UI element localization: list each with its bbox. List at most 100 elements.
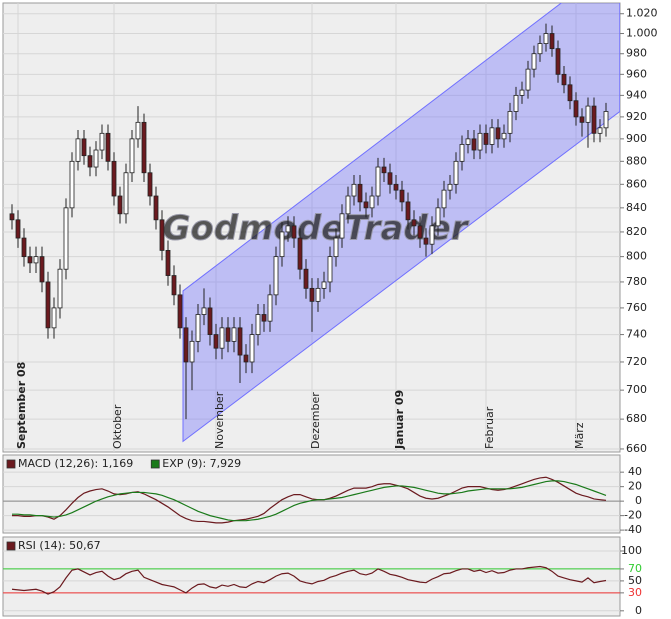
legend-swatch <box>6 459 16 469</box>
candle-body <box>261 314 267 322</box>
candle-body <box>111 160 117 197</box>
candle-body <box>81 138 87 157</box>
x-tick-label: Januar 09 <box>393 390 406 450</box>
candle-body <box>567 84 573 102</box>
candle-body <box>51 307 57 329</box>
y-tick-label: 100 <box>621 544 642 557</box>
candle-body <box>57 268 63 309</box>
candle-body <box>387 172 393 185</box>
candle-body <box>573 100 579 118</box>
y-tick-label: 940 <box>626 88 647 101</box>
legend-label: RSI (14): 50,67 <box>18 539 101 552</box>
y-tick-label: 960 <box>626 67 647 80</box>
candle-body <box>321 281 327 289</box>
y-tick-label: 980 <box>626 47 647 60</box>
candle-body <box>465 138 471 145</box>
candle-body <box>393 183 399 191</box>
candle-body <box>285 225 291 233</box>
candle-body <box>39 256 45 283</box>
candle-body <box>531 53 537 70</box>
candle-body <box>561 73 567 86</box>
candle-body <box>441 189 447 209</box>
candle-body <box>243 354 249 363</box>
candle-body <box>255 314 261 335</box>
candle-body <box>495 127 501 140</box>
y-tick-label: 720 <box>626 355 647 368</box>
candle-body <box>237 327 243 356</box>
candle-body <box>513 94 519 112</box>
legend-label: MACD (12,26): 1,169 <box>18 457 133 470</box>
y-tick-label: 900 <box>626 132 647 145</box>
y-tick-label: 780 <box>626 275 647 288</box>
candle-body <box>297 237 303 270</box>
candle-body <box>411 219 417 227</box>
y-tick-label: 70 <box>628 562 642 575</box>
rsi-panel <box>2 536 621 617</box>
candle-body <box>117 195 123 215</box>
legend-swatch <box>6 541 16 551</box>
candle-body <box>87 155 93 168</box>
candle-body <box>75 138 81 162</box>
y-tick-label: -40 <box>624 523 642 536</box>
indicator-plot <box>3 550 620 612</box>
y-tick-label: 680 <box>626 412 647 425</box>
candle-body <box>33 256 39 264</box>
y-tick-label: 860 <box>626 177 647 190</box>
x-tick-label: Dezember <box>309 392 322 449</box>
y-tick-label: 880 <box>626 154 647 167</box>
candle-body <box>405 201 411 221</box>
candle-body <box>129 138 135 174</box>
candle-body <box>273 256 279 296</box>
x-tick-label: Februar <box>483 406 496 449</box>
candle-body <box>27 256 33 264</box>
x-tick-label: November <box>213 391 226 449</box>
candle-body <box>489 127 495 145</box>
candle-body <box>123 172 129 215</box>
candle-body <box>417 225 423 239</box>
legend-label: EXP (9): 7,929 <box>162 457 241 470</box>
candle-body <box>357 183 363 203</box>
candle-body <box>9 213 15 221</box>
x-tick-label: März <box>573 422 586 449</box>
y-tick-label: 50 <box>628 574 642 587</box>
candle-body <box>537 43 543 55</box>
candle-body <box>225 327 231 342</box>
candle-body <box>507 111 513 134</box>
candle-body <box>327 256 333 283</box>
candle-body <box>165 249 171 276</box>
candle-body <box>555 48 561 75</box>
y-tick-label: 0 <box>635 494 642 507</box>
y-tick-label: -20 <box>624 509 642 522</box>
candle-body <box>543 33 549 44</box>
candle-body <box>603 111 609 129</box>
legend-swatch <box>150 459 160 469</box>
x-tick-label: September 08 <box>15 362 28 449</box>
candle-body <box>483 132 489 145</box>
y-tick-label: 660 <box>626 442 647 455</box>
candle-body <box>231 327 237 342</box>
candle-body <box>15 219 21 239</box>
candle-body <box>591 105 597 134</box>
candle-body <box>183 327 189 363</box>
candle-body <box>345 195 351 215</box>
y-tick-label: 840 <box>626 201 647 214</box>
candle-body <box>147 172 153 197</box>
candle-body <box>213 334 219 349</box>
candle-body <box>105 132 111 162</box>
candle-body <box>93 149 99 168</box>
candle-body <box>435 207 441 227</box>
y-tick-label: 760 <box>626 301 647 314</box>
candle-body <box>291 225 297 239</box>
candle-body <box>471 138 477 151</box>
candle-body <box>369 195 375 209</box>
candle-body <box>189 340 195 363</box>
candle-body <box>171 275 177 296</box>
candle-body <box>525 68 531 91</box>
candle-body <box>177 294 183 329</box>
macd-panel <box>2 454 621 534</box>
candle-body <box>159 219 165 251</box>
y-tick-label: 30 <box>628 586 642 599</box>
candle-body <box>477 132 483 151</box>
y-tick-label: 1.020 <box>626 7 658 20</box>
